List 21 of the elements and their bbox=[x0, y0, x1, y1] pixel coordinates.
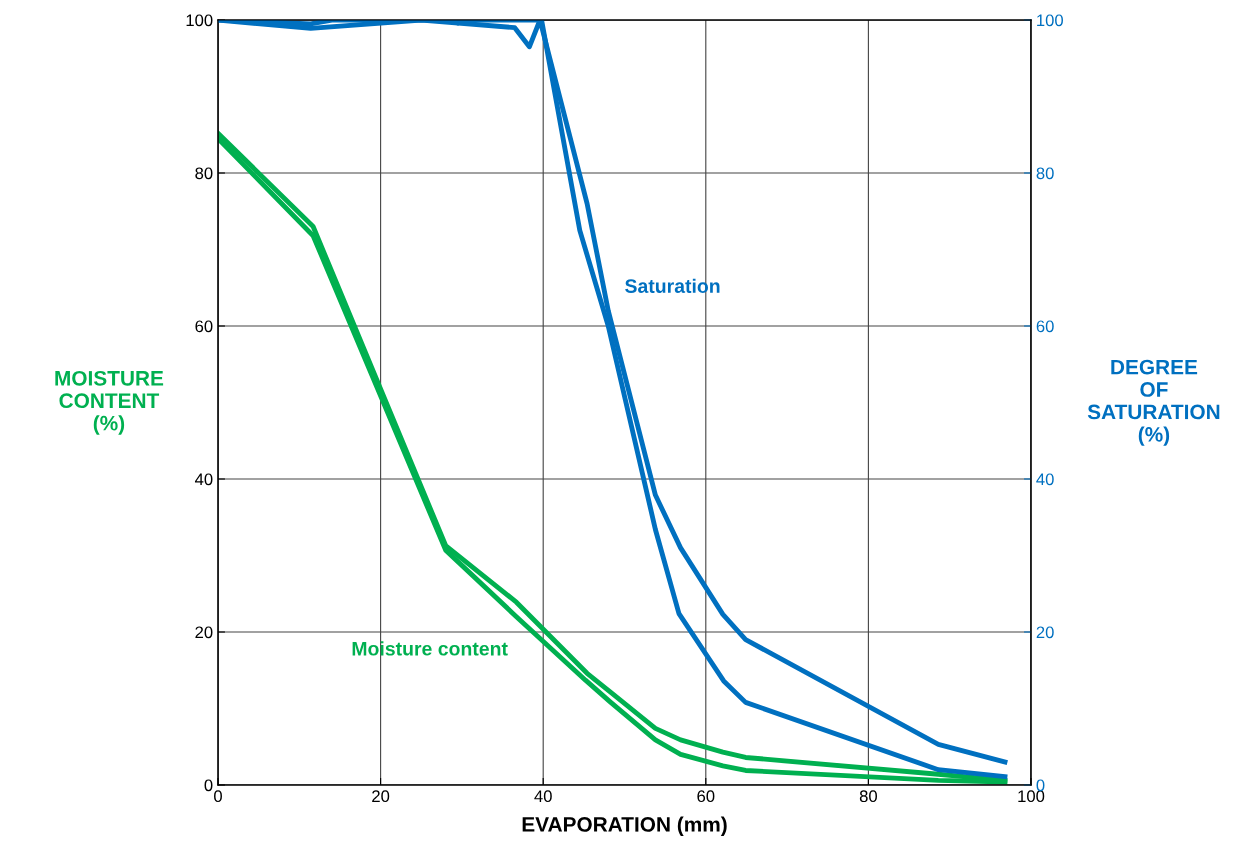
x-axis-title: EVAPORATION (mm) bbox=[522, 816, 727, 836]
y2-tick-label: 100 bbox=[1037, 14, 1064, 27]
x-tick-label: 60 bbox=[697, 790, 715, 803]
y-axis-title: MOISTURE CONTENT (%) bbox=[55, 370, 164, 435]
x-tick-label: 100 bbox=[1018, 790, 1045, 803]
y-tick-label: 100 bbox=[186, 14, 213, 27]
y2-tick-label: 80 bbox=[1036, 167, 1054, 180]
y-tick-label: 80 bbox=[195, 167, 213, 180]
x-tick-label: 80 bbox=[859, 790, 878, 803]
x-tick-label: 0 bbox=[214, 790, 222, 803]
y-tick-label: 40 bbox=[194, 473, 213, 486]
y2-tick-label: 40 bbox=[1036, 473, 1054, 486]
y2-axis-title: DEGREE OF SATURATION (%) bbox=[1087, 359, 1220, 446]
y2-tick-label: 20 bbox=[1036, 626, 1054, 639]
x-tick-label: 20 bbox=[372, 790, 390, 803]
y-tick-label: 20 bbox=[195, 626, 213, 639]
y-tick-label: 0 bbox=[204, 779, 213, 792]
x-tick-label: 40 bbox=[534, 790, 552, 803]
y2-tick-label: 0 bbox=[1036, 779, 1045, 792]
y2-tick-label: 60 bbox=[1036, 320, 1054, 333]
y-tick-label: 60 bbox=[195, 320, 213, 333]
